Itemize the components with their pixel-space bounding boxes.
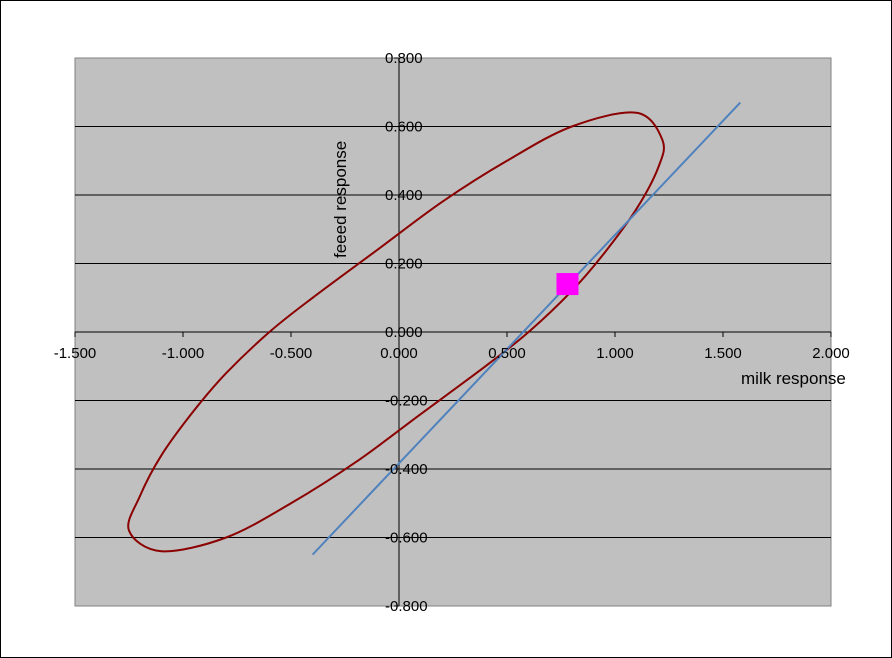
x-tick-label: -0.500 [270,345,313,362]
y-tick-label: 0.600 [385,119,423,136]
x-axis-title: milk response [741,369,846,388]
y-tick-label: -0.200 [385,393,428,410]
data-point-marker [556,273,579,296]
y-tick-label: 0.200 [385,256,423,273]
regression-line [311,101,742,556]
x-tick-label: -1.000 [162,345,205,362]
x-tick-label: 1.000 [596,345,634,362]
x-tick-label: 0.000 [380,345,418,362]
y-tick-label: -0.400 [385,461,428,478]
series-group [127,101,742,556]
y-tick-label: 0.400 [385,187,423,204]
x-tick-label: 1.500 [704,345,742,362]
x-tick-label: 0.500 [488,345,526,362]
tick-labels: -1.500 -1.000 -0.500 0.000 0.500 1.000 1.500 2.… [54,50,850,615]
y-axis-title: feeed response [331,141,350,258]
x-tick-label: 2.000 [812,345,850,362]
y-tick-label: 0.800 [385,50,423,67]
axes [74,57,832,607]
y-tick-label: 0.000 [385,324,423,341]
y-tick-label: -0.600 [385,530,428,547]
x-tick-label: -1.500 [54,345,97,362]
y-tick-label: -0.800 [385,598,428,615]
